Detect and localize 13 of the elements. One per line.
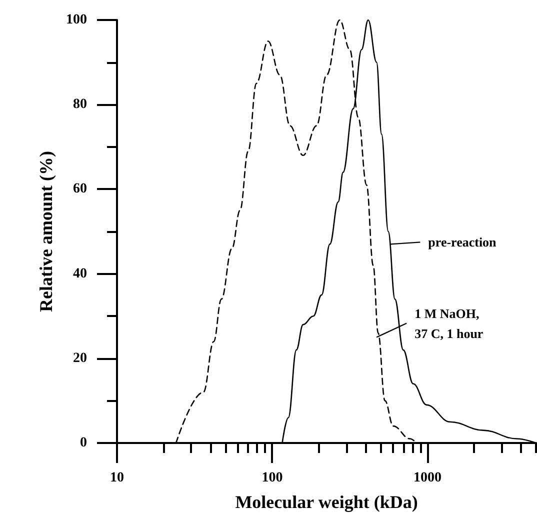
annotation: 1 M NaOH, 37 C, 1 hour: [414, 306, 484, 341]
y-tick-label: 20: [73, 350, 87, 366]
x-tick-label: 1000: [413, 470, 442, 486]
y-tick-label: 100: [66, 12, 87, 28]
y-tick-label: 0: [80, 436, 87, 450]
y-axis-title: Relative amount (%): [36, 151, 56, 312]
y-tick-label: 80: [73, 97, 87, 112]
annotation: pre-reaction: [428, 234, 498, 250]
x-tick-label: 10: [110, 470, 124, 486]
y-tick-label: 60: [73, 182, 87, 197]
x-axis-title: Molecular weight (kDa): [235, 492, 418, 512]
x-tick-label: 100: [262, 470, 283, 486]
y-tick-label: 40: [73, 266, 87, 282]
